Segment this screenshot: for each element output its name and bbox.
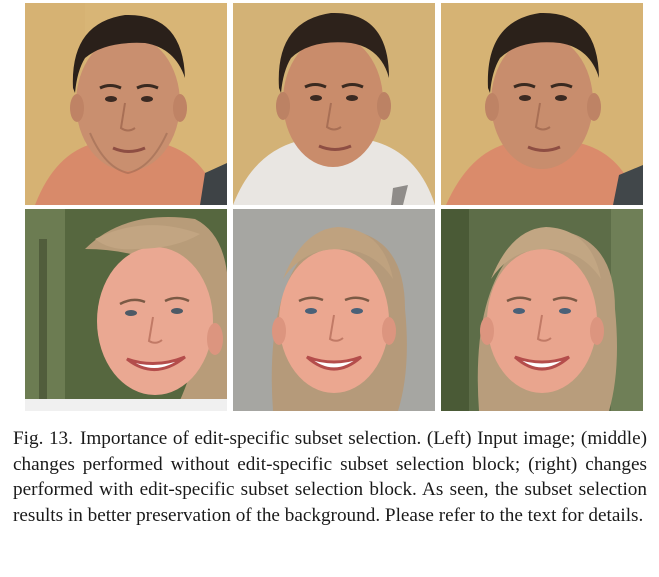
image-woman-input bbox=[25, 209, 227, 411]
image-man-with-subset bbox=[441, 3, 643, 205]
image-woman-without-subset bbox=[233, 209, 435, 411]
image-man-input bbox=[25, 3, 227, 205]
image-grid bbox=[25, 3, 643, 413]
portrait-man-input bbox=[25, 3, 227, 205]
portrait-man-without-subset bbox=[233, 3, 435, 205]
figure-caption-text: Importance of edit-specific subset selec… bbox=[13, 428, 647, 526]
portrait-woman-without-subset bbox=[233, 209, 435, 411]
image-woman-with-subset bbox=[441, 209, 643, 411]
portrait-woman-input bbox=[25, 209, 227, 411]
portrait-man-with-subset bbox=[441, 3, 643, 205]
figure-label: Fig. 13. bbox=[13, 428, 73, 449]
portrait-woman-with-subset bbox=[441, 209, 643, 411]
image-man-without-subset bbox=[233, 3, 435, 205]
figure-caption: Fig. 13. Importance of edit-specific subs… bbox=[13, 426, 647, 528]
